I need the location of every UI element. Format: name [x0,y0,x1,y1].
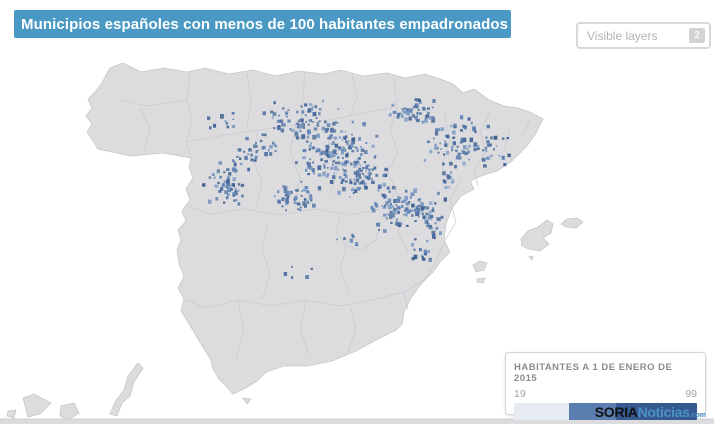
island-menorca [560,217,584,229]
watermark-brand-bold: SORIA [594,404,638,420]
islands[interactable] [6,217,584,421]
island-cabrera [528,255,534,261]
island-lanzarote-fuerteventura [109,362,144,417]
province-borders [119,71,531,359]
legend-max-value: 99 [685,388,697,400]
ceuta [242,397,252,405]
legend-ramp-segment [568,403,617,420]
spain-mainland[interactable] [85,62,544,395]
legend-title: HABITANTES A 1 DE ENERO DE 2015 [514,362,673,384]
africa-coast-strip [0,418,714,424]
legend-range: 19 99 [514,388,697,400]
watermark-brand-light: Noticias [637,404,690,420]
island-mallorca [520,219,554,252]
island-gran-canaria [59,402,80,421]
island-formentera [476,277,486,284]
title-bar: Municipios españoles con menos de 100 ha… [14,10,511,38]
visible-layers-dropdown[interactable]: Visible layers 2 [576,22,711,49]
legend-ramp-segment [616,403,697,420]
municipality-dots[interactable] [202,98,511,279]
legend-box: HABITANTES A 1 DE ENERO DE 2015 19 99 [505,352,706,420]
island-tenerife [22,393,52,418]
island-ibiza [472,260,488,273]
island-gomera [6,409,17,419]
legend-ramp-segment [514,403,569,420]
layers-count-badge[interactable]: 2 [689,28,705,43]
watermark: SORIANoticias.com [595,405,706,421]
map-title: Municipios españoles con menos de 100 ha… [21,15,509,33]
watermark-suffix: .com [689,412,706,419]
legend-color-ramp [514,403,697,420]
visible-layers-label: Visible layers [587,28,658,43]
legend-min-value: 19 [514,388,526,400]
